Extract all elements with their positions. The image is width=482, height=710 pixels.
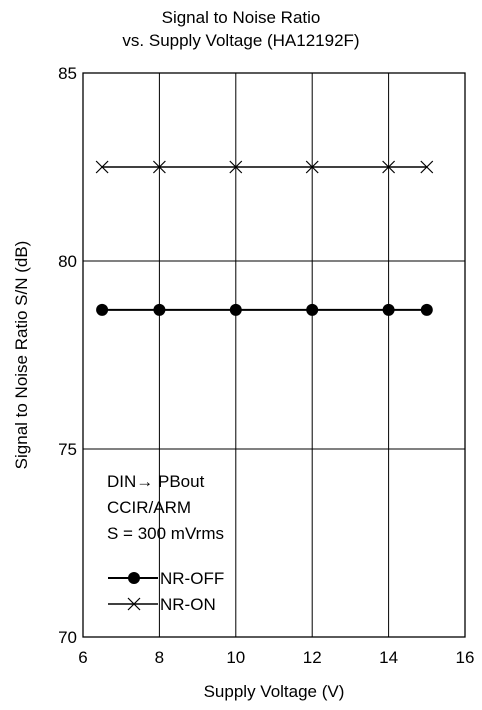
annotation-line: CCIR/ARM bbox=[107, 498, 191, 517]
y-tick-label: 85 bbox=[58, 64, 77, 83]
data-point-nr-on bbox=[229, 160, 243, 174]
x-marker-stroke bbox=[382, 160, 396, 174]
x-marker-stroke bbox=[420, 160, 434, 174]
x-tick-label: 12 bbox=[303, 648, 322, 667]
data-point-nr-off bbox=[420, 303, 433, 316]
data-point-nr-off bbox=[229, 303, 242, 316]
x-marker-stroke bbox=[229, 160, 243, 174]
plot-frame bbox=[82, 72, 466, 638]
data-point-nr-off bbox=[153, 303, 166, 316]
x-marker-stroke bbox=[152, 160, 166, 174]
series-lines bbox=[102, 166, 427, 311]
x-tick-label: 8 bbox=[155, 648, 164, 667]
chart-title-line-2: vs. Supply Voltage (HA12192F) bbox=[122, 31, 360, 50]
data-point-nr-off bbox=[96, 303, 109, 316]
series-markers bbox=[95, 160, 434, 316]
data-point-nr-off bbox=[306, 303, 319, 316]
x-tick-label: 6 bbox=[78, 648, 87, 667]
annotation-line: DIN→ PBout bbox=[107, 472, 205, 491]
legend-label: NR-OFF bbox=[160, 569, 224, 588]
x-tick-label: 14 bbox=[379, 648, 398, 667]
annotation-line: S = 300 mVrms bbox=[107, 524, 224, 543]
legend-marker bbox=[127, 597, 141, 611]
data-point-nr-on bbox=[305, 160, 319, 174]
annotation-block: DIN→ PBout CCIR/ARM S = 300 mVrms bbox=[107, 472, 224, 543]
legend-entry-nr-on: NR-ON bbox=[108, 595, 216, 614]
x-axis-label: Supply Voltage (V) bbox=[204, 682, 345, 701]
data-point-nr-on bbox=[420, 160, 434, 174]
data-point-nr-off bbox=[382, 303, 395, 316]
chart-title-line-1: Signal to Noise Ratio bbox=[161, 8, 321, 27]
x-tick-label: 16 bbox=[456, 648, 475, 667]
y-axis-label: Signal to Noise Ratio S/N (dB) bbox=[12, 241, 31, 470]
legend-marker bbox=[128, 572, 140, 584]
data-point-nr-on bbox=[152, 160, 166, 174]
x-marker-stroke bbox=[127, 597, 141, 611]
tick-labels: 6 8 10 12 14 16 70 75 80 85 bbox=[58, 64, 474, 667]
data-point-nr-on bbox=[382, 160, 396, 174]
y-tick-label: 75 bbox=[58, 440, 77, 459]
x-marker-stroke bbox=[95, 160, 109, 174]
legend: NR-OFF NR-ON bbox=[108, 569, 224, 614]
x-tick-label: 10 bbox=[226, 648, 245, 667]
grid-lines bbox=[83, 73, 465, 637]
x-marker-stroke bbox=[305, 160, 319, 174]
legend-label: NR-ON bbox=[160, 595, 216, 614]
data-point-nr-on bbox=[95, 160, 109, 174]
y-tick-label: 80 bbox=[58, 252, 77, 271]
y-tick-label: 70 bbox=[58, 628, 77, 647]
legend-entry-nr-off: NR-OFF bbox=[108, 569, 224, 588]
